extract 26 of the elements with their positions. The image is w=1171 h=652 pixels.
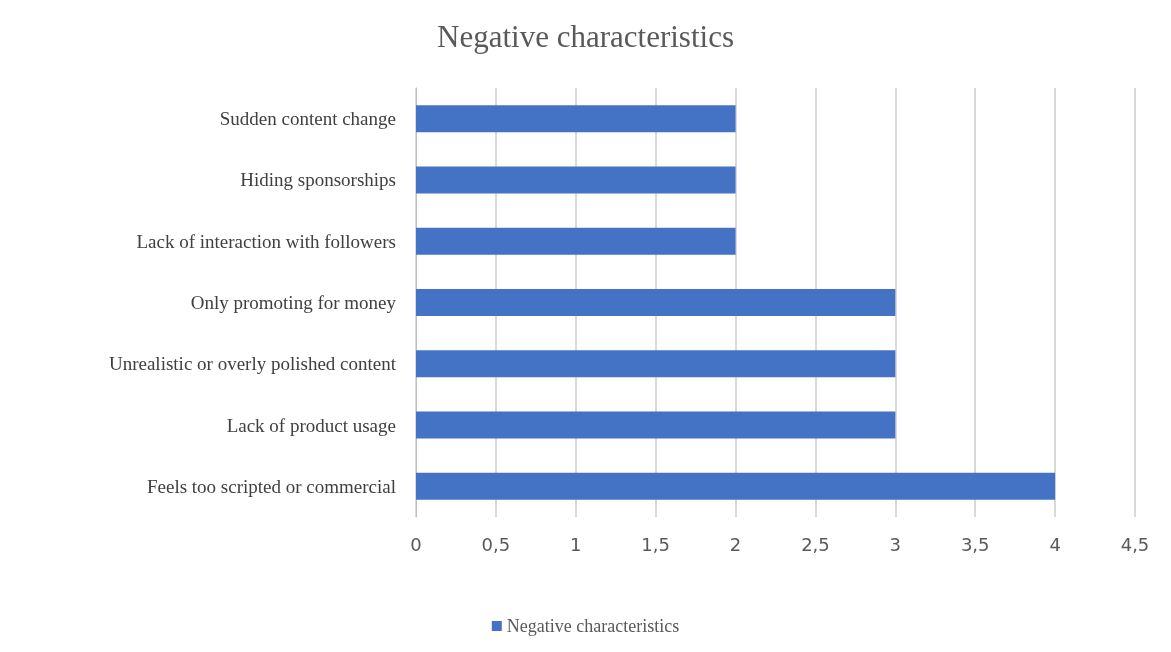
chart-title: Negative characteristics [437,19,734,54]
x-tick-label: 3 [889,533,902,555]
bar [416,289,896,316]
bar [416,411,896,439]
legend-label: Negative characteristics [506,616,680,636]
y-tick-label: Unrealistic or overly polished content [108,353,397,375]
x-tick-label: 1,5 [641,533,670,555]
y-tick-label: Feels too scripted or commercial [146,475,396,497]
x-tick-label: 2,5 [801,533,830,555]
bar [416,166,736,194]
bar [416,105,736,133]
y-tick-label: Lack of interaction with followers [136,230,396,252]
x-tick-label: 1 [570,533,582,555]
y-tick-label: Hiding sponsorships [240,169,396,191]
y-tick-label: Sudden content change [219,108,396,130]
bar [416,350,896,378]
bar [416,472,1056,500]
x-tick-label: 0 [410,533,422,555]
x-tick-label: 3,5 [960,533,990,555]
y-tick-label: Lack of product usage [226,414,396,436]
x-tick-label: 2 [729,533,742,555]
x-tick-label: 4 [1049,533,1061,555]
bar [416,227,736,255]
x-tick-label: 4,5 [1120,533,1150,555]
y-tick-label: Only promoting for money [190,292,397,313]
x-tick-label: 0,5 [481,533,511,555]
